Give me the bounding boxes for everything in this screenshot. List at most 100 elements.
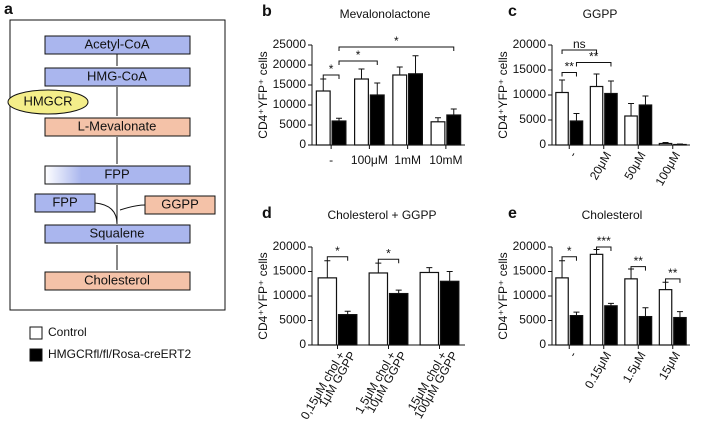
- node-box: [44, 117, 191, 137]
- error-bar: [395, 289, 402, 294]
- bar: [604, 92, 618, 146]
- bar: [408, 73, 423, 146]
- bar: [604, 305, 618, 346]
- error-bar: [676, 311, 683, 318]
- error-bar: [607, 80, 614, 94]
- significance-label: ns: [573, 37, 586, 51]
- error-bar: [573, 311, 580, 316]
- y-tick-label: 20000: [273, 239, 307, 253]
- x-tick-label: 20μM: [587, 149, 614, 182]
- y-axis-label: CD4⁺YFP⁺ cells: [256, 51, 270, 138]
- significance-bracket: [377, 258, 400, 264]
- bar: [369, 94, 385, 146]
- chart-title: Cholesterol: [582, 208, 643, 222]
- panel-letter: a: [4, 1, 13, 18]
- bar: [555, 91, 569, 146]
- panel-letter: c: [508, 3, 517, 20]
- significance-bracket: [338, 60, 378, 65]
- y-tick-label: 0: [539, 337, 546, 351]
- error-bar: [593, 73, 600, 87]
- y-tick-label: 15000: [513, 62, 547, 76]
- node-label: FPP: [104, 166, 129, 181]
- error-bar: [426, 267, 433, 273]
- error-bar: [559, 79, 566, 93]
- error-bar: [662, 281, 669, 290]
- y-tick-label: 5000: [519, 313, 546, 327]
- bar: [589, 85, 604, 146]
- y-tick-label: 5000: [279, 313, 306, 327]
- y-tick-label: 10000: [273, 288, 307, 302]
- node-label: HMG-CoA: [87, 68, 147, 83]
- y-tick-label: 20000: [513, 37, 547, 51]
- error-bar: [559, 260, 566, 278]
- y-axis-label: CD4⁺YFP⁺ cells: [256, 252, 270, 339]
- bar: [392, 74, 408, 146]
- bar: [446, 114, 462, 146]
- significance-label: **: [589, 50, 599, 64]
- node-label: GGPP: [161, 196, 199, 211]
- error-bar: [573, 113, 580, 121]
- significance-bracket: [561, 72, 577, 77]
- significance-bracket: [561, 256, 577, 261]
- bar: [569, 315, 584, 346]
- bar: [439, 280, 460, 346]
- legend-label: HMGCRfl/fl/Rosa-creERT2: [48, 347, 191, 361]
- error-bar: [628, 103, 635, 116]
- significance-bracket: [630, 266, 646, 271]
- y-tick-label: 20000: [513, 239, 547, 253]
- node-box: [44, 165, 191, 185]
- significance-label: *: [329, 62, 334, 76]
- node-label: Acetyl-CoA: [84, 36, 149, 51]
- y-tick-label: 10000: [513, 87, 547, 101]
- node-box: [44, 224, 191, 244]
- bar: [354, 78, 369, 146]
- bar: [638, 315, 653, 346]
- significance-label: **: [668, 266, 678, 280]
- significance-bracket: [338, 46, 455, 51]
- chart-title: Mevalonolactone: [340, 7, 431, 21]
- bar: [624, 115, 638, 146]
- error-bar: [324, 260, 331, 278]
- y-tick-label: 0: [539, 137, 546, 151]
- pathway: [94, 54, 146, 270]
- node-label: HMGCR: [23, 93, 72, 108]
- node-label: L-Mevalonate: [78, 118, 157, 133]
- significance-bracket: [322, 74, 340, 79]
- error-bar: [662, 142, 669, 144]
- node-label: Cholesterol: [84, 272, 150, 287]
- bar: [673, 143, 687, 146]
- x-tick-label: 0.15μM: [582, 349, 614, 391]
- significance-label: **: [565, 60, 575, 74]
- panel-letter: e: [508, 205, 517, 222]
- significance-bracket: [326, 256, 349, 261]
- y-tick-label: 5000: [519, 112, 546, 126]
- bar: [673, 316, 687, 346]
- error-bar: [320, 78, 327, 91]
- y-tick-label: 10000: [513, 288, 547, 302]
- error-bar: [396, 66, 403, 75]
- error-bar: [344, 310, 351, 315]
- panel-letter: d: [262, 205, 272, 222]
- y-tick-label: 15000: [273, 77, 307, 91]
- x-tick-label: 100μM: [351, 153, 388, 167]
- significance-bracket: [665, 278, 681, 283]
- bar: [430, 121, 446, 146]
- y-tick-label: 25000: [273, 37, 307, 51]
- x-tick-label: 1mM: [394, 153, 421, 167]
- significance-label: *: [386, 246, 391, 260]
- legend-label: Control: [48, 325, 87, 339]
- bar: [638, 104, 653, 146]
- bar: [337, 314, 358, 346]
- chart-title: Cholesterol + GGPP: [327, 208, 436, 222]
- x-tick-label: -: [565, 149, 579, 159]
- error-bar: [676, 143, 683, 145]
- significance-bracket: [561, 49, 598, 54]
- y-axis-label: CD4⁺YFP⁺ cells: [496, 51, 510, 138]
- y-tick-label: 15000: [273, 264, 307, 278]
- node-box: [44, 67, 191, 87]
- y-tick-label: 10000: [273, 97, 307, 111]
- node-box: [34, 193, 96, 213]
- significance-label: *: [394, 34, 399, 48]
- error-bar: [450, 108, 457, 115]
